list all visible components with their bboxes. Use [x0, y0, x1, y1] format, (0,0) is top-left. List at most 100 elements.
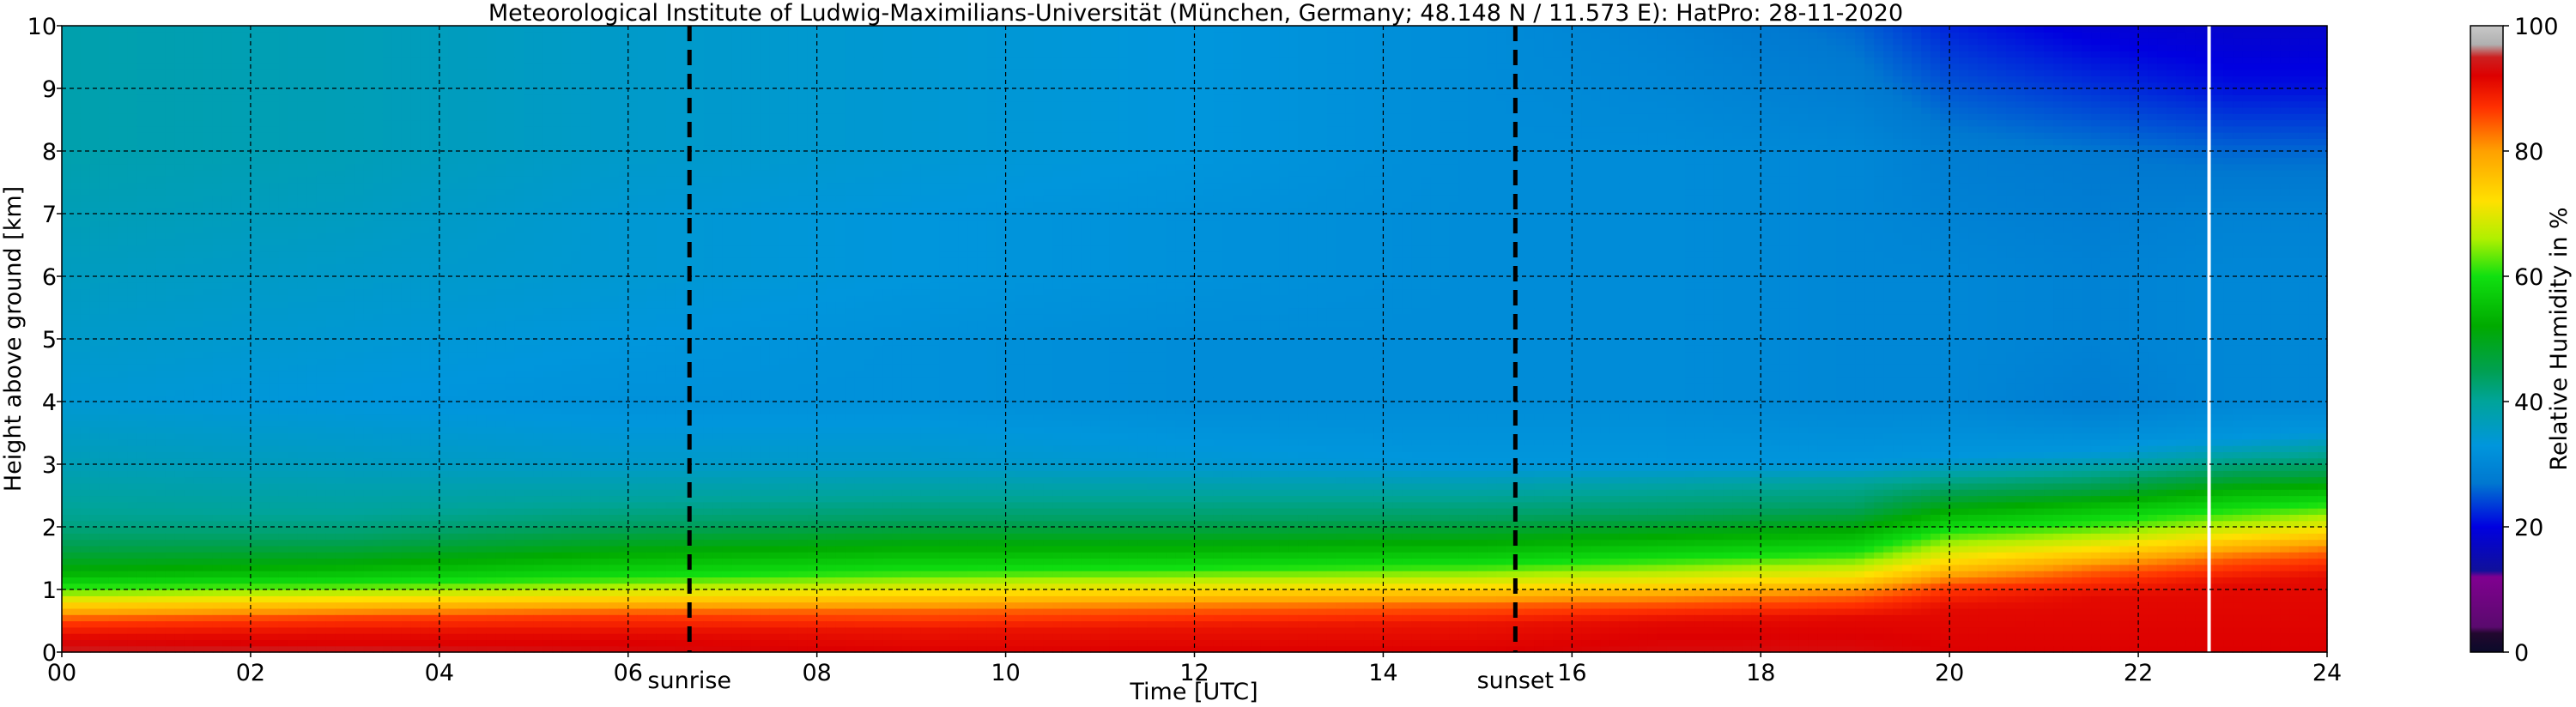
heatmap-cell	[279, 433, 289, 440]
heatmap-cell	[213, 245, 223, 252]
heatmap-cell	[430, 489, 440, 496]
heatmap-cell	[137, 107, 148, 114]
heatmap-cell	[392, 477, 403, 484]
heatmap-cell	[326, 245, 336, 252]
heatmap-cell	[373, 552, 384, 559]
heatmap-cell	[166, 214, 176, 221]
heatmap-cell	[118, 345, 129, 352]
heatmap-cell	[421, 276, 431, 283]
heatmap-cell	[345, 63, 355, 70]
heatmap-cell	[364, 227, 374, 233]
heatmap-cell	[317, 289, 327, 296]
heatmap-cell	[449, 301, 459, 308]
heatmap-cell	[317, 383, 327, 390]
heatmap-cell	[411, 508, 421, 515]
heatmap-cell	[71, 113, 82, 120]
heatmap-cell	[128, 445, 138, 452]
heatmap-cell	[156, 320, 167, 327]
heatmap-cell	[270, 195, 280, 202]
heatmap-cell	[279, 164, 289, 171]
heatmap-cell	[81, 377, 91, 384]
heatmap-cell	[317, 320, 327, 327]
heatmap-cell	[71, 295, 82, 302]
heatmap-cell	[71, 589, 82, 596]
heatmap-cell	[477, 339, 488, 346]
heatmap-cell	[307, 214, 318, 221]
heatmap-cell	[118, 26, 129, 33]
heatmap-cell	[496, 214, 506, 221]
heatmap-cell	[109, 251, 119, 258]
heatmap-cell	[449, 502, 459, 509]
heatmap-cell	[392, 289, 403, 296]
heatmap-cell	[439, 508, 450, 515]
heatmap-cell	[100, 263, 110, 270]
heatmap-cell	[487, 183, 497, 190]
heatmap-cell	[430, 233, 440, 239]
heatmap-cell	[270, 295, 280, 302]
heatmap-cell	[71, 377, 82, 384]
heatmap-cell	[185, 251, 195, 258]
heatmap-cell	[288, 176, 299, 183]
heatmap-cell	[336, 233, 346, 239]
heatmap-cell	[213, 151, 223, 158]
heatmap-cell	[232, 233, 242, 239]
heatmap-cell	[458, 301, 469, 308]
heatmap-cell	[345, 220, 355, 227]
heatmap-cell	[156, 483, 167, 490]
heatmap-cell	[222, 639, 233, 646]
heatmap-cell	[515, 377, 525, 384]
heatmap-cell	[326, 214, 336, 221]
heatmap-cell	[326, 508, 336, 515]
heatmap-cell	[524, 358, 535, 365]
heatmap-cell	[251, 533, 261, 540]
heatmap-cell	[411, 602, 421, 609]
heatmap-cell	[458, 464, 469, 471]
heatmap-cell	[326, 608, 336, 615]
heatmap-cell	[156, 621, 167, 628]
heatmap-cell	[203, 308, 214, 315]
heatmap-cell	[468, 552, 478, 559]
heatmap-cell	[147, 402, 157, 408]
heatmap-cell	[71, 69, 82, 76]
heatmap-cell	[279, 26, 289, 33]
heatmap-cell	[364, 151, 374, 158]
heatmap-cell	[515, 408, 525, 414]
heatmap-cell	[298, 420, 308, 427]
heatmap-cell	[449, 639, 459, 646]
heatmap-cell	[506, 540, 516, 547]
heatmap-cell	[62, 39, 72, 45]
heatmap-cell	[496, 451, 506, 458]
heatmap-cell	[421, 233, 431, 239]
heatmap-cell	[439, 245, 450, 252]
heatmap-cell	[241, 295, 252, 302]
heatmap-cell	[128, 32, 138, 39]
heatmap-cell	[213, 433, 223, 440]
heatmap-cell	[421, 314, 431, 321]
heatmap-cell	[421, 88, 431, 95]
heatmap-cell	[288, 282, 299, 289]
heatmap-cell	[421, 263, 431, 270]
heatmap-cell	[487, 32, 497, 39]
heatmap-cell	[383, 565, 393, 571]
heatmap-cell	[260, 94, 270, 101]
heatmap-cell	[118, 559, 129, 565]
heatmap-cell	[468, 195, 478, 202]
heatmap-cell	[421, 45, 431, 51]
heatmap-cell	[364, 113, 374, 120]
heatmap-cell	[477, 389, 488, 396]
heatmap-cell	[402, 502, 412, 509]
heatmap-cell	[524, 345, 535, 352]
heatmap-cell	[156, 602, 167, 609]
heatmap-cell	[468, 189, 478, 196]
heatmap-cell	[288, 101, 299, 108]
heatmap-cell	[392, 602, 403, 609]
heatmap-cell	[477, 477, 488, 484]
heatmap-cell	[128, 245, 138, 252]
heatmap-cell	[194, 32, 204, 39]
heatmap-cell	[496, 639, 506, 646]
heatmap-cell	[71, 639, 82, 646]
heatmap-cell	[270, 32, 280, 39]
heatmap-cell	[298, 295, 308, 302]
heatmap-cell	[355, 621, 365, 628]
heatmap-cell	[194, 289, 204, 296]
